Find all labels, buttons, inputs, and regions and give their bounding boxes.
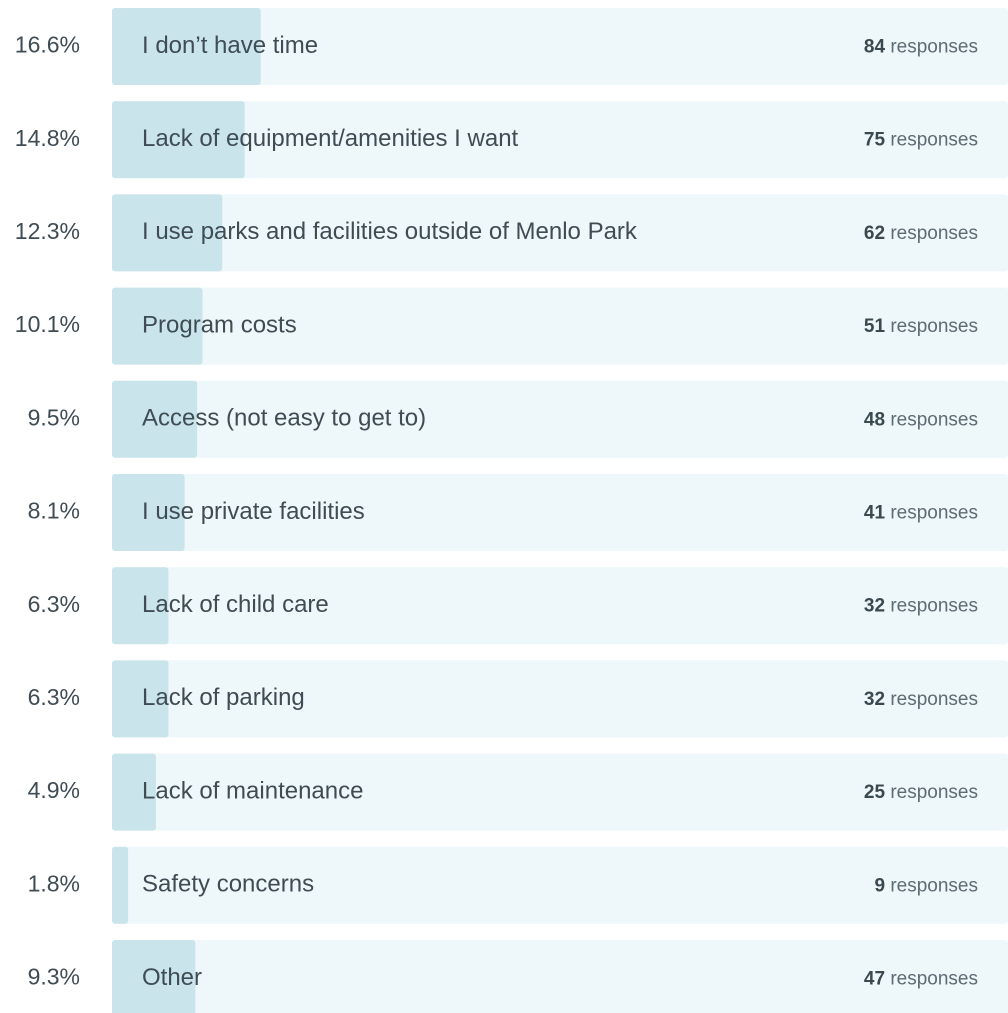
response-count: 51 responses bbox=[864, 316, 978, 337]
response-count: 48 responses bbox=[864, 409, 978, 430]
response-number: 48 bbox=[864, 409, 885, 430]
category-label: I use private facilities bbox=[142, 498, 365, 525]
response-unit: responses bbox=[890, 596, 978, 617]
percent-label: 6.3% bbox=[28, 591, 80, 617]
response-unit: responses bbox=[890, 409, 978, 430]
bar-track bbox=[112, 380, 1008, 458]
bar-track bbox=[112, 940, 1008, 1013]
bar bbox=[112, 660, 169, 738]
response-number: 84 bbox=[864, 37, 886, 58]
response-unit: responses bbox=[890, 37, 978, 58]
response-unit: responses bbox=[890, 223, 978, 244]
bar-track bbox=[112, 194, 1008, 272]
percent-label: 1.8% bbox=[28, 870, 80, 896]
bar bbox=[112, 8, 261, 85]
response-unit: responses bbox=[890, 782, 978, 803]
category-label: Lack of equipment/amenities I want bbox=[142, 125, 519, 152]
percent-label: 4.9% bbox=[28, 777, 80, 803]
percent-label: 12.3% bbox=[15, 218, 80, 244]
category-label: Other bbox=[142, 964, 202, 991]
response-number: 62 bbox=[864, 223, 885, 244]
bar-track bbox=[112, 846, 1008, 924]
category-label: I don’t have time bbox=[142, 32, 318, 59]
percent-label: 14.8% bbox=[15, 125, 80, 151]
response-number: 32 bbox=[864, 689, 885, 710]
category-label: Safety concerns bbox=[142, 871, 314, 898]
bar bbox=[112, 753, 156, 831]
category-label: I use parks and facilities outside of Me… bbox=[142, 218, 638, 245]
response-count: 84 responses bbox=[864, 37, 978, 58]
percent-label: 10.1% bbox=[15, 311, 80, 337]
response-unit: responses bbox=[890, 503, 978, 524]
response-unit: responses bbox=[890, 969, 978, 990]
response-number: 51 bbox=[864, 316, 886, 337]
percent-label: 9.5% bbox=[28, 404, 80, 430]
response-unit: responses bbox=[890, 875, 978, 896]
category-label: Lack of child care bbox=[142, 591, 329, 618]
category-label: Lack of parking bbox=[142, 684, 305, 711]
response-count: 25 responses bbox=[864, 782, 978, 803]
response-unit: responses bbox=[890, 130, 978, 151]
bar bbox=[112, 287, 203, 365]
bar-track bbox=[112, 101, 1008, 179]
response-count: 32 responses bbox=[864, 596, 978, 617]
percent-label: 6.3% bbox=[28, 684, 80, 710]
response-unit: responses bbox=[890, 316, 978, 337]
response-number: 47 bbox=[864, 969, 885, 990]
bar-track bbox=[112, 287, 1008, 365]
percent-label: 8.1% bbox=[28, 498, 80, 524]
bar bbox=[112, 940, 196, 1013]
category-label: Access (not easy to get to) bbox=[142, 405, 426, 432]
response-number: 25 bbox=[864, 782, 886, 803]
response-number: 75 bbox=[864, 130, 886, 151]
bar bbox=[112, 194, 223, 272]
percent-label: 16.6% bbox=[15, 32, 80, 58]
bar bbox=[112, 846, 129, 924]
response-count: 9 responses bbox=[874, 875, 978, 896]
category-label: Program costs bbox=[142, 311, 297, 338]
bar bbox=[112, 474, 185, 551]
response-number: 41 bbox=[864, 503, 886, 524]
bar-track bbox=[112, 474, 1008, 551]
bar bbox=[112, 567, 169, 645]
bar-track bbox=[112, 8, 1008, 85]
bar-track bbox=[112, 753, 1008, 831]
response-unit: responses bbox=[890, 689, 978, 710]
bar bbox=[112, 380, 198, 458]
percent-label: 9.3% bbox=[28, 964, 80, 990]
bar-track bbox=[112, 660, 1008, 738]
response-count: 62 responses bbox=[864, 223, 978, 244]
response-number: 32 bbox=[864, 596, 885, 617]
bar bbox=[112, 101, 245, 179]
response-count: 32 responses bbox=[864, 689, 978, 710]
bar-track bbox=[112, 567, 1008, 645]
response-count: 47 responses bbox=[864, 969, 978, 990]
response-number: 9 bbox=[874, 875, 885, 896]
response-count: 41 responses bbox=[864, 503, 978, 524]
category-label: Lack of maintenance bbox=[142, 777, 363, 804]
response-count: 75 responses bbox=[864, 130, 978, 151]
